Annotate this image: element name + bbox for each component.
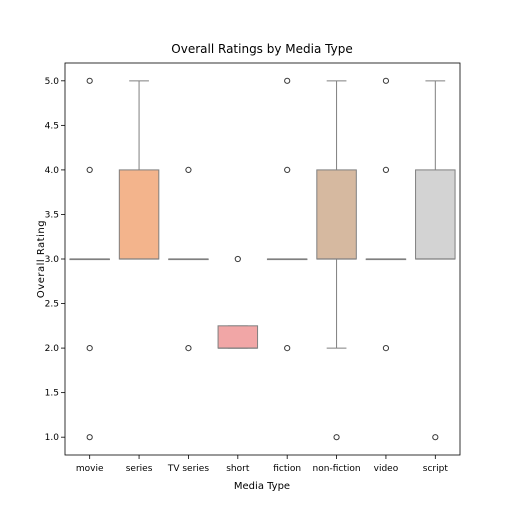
box-group-series [118, 80, 160, 260]
outlier-point [185, 344, 192, 352]
x-tick-label: series [126, 464, 153, 474]
outlier-point [382, 77, 390, 84]
box-group-movie [69, 77, 110, 441]
outlier-point [284, 77, 291, 84]
x-tick-label: non-fiction [313, 464, 361, 474]
outlier-point [284, 344, 291, 352]
x-tick-label: script [423, 464, 449, 474]
outlier-point [284, 166, 291, 174]
y-tick-label: 2.0 [45, 344, 60, 354]
box-group-short [217, 255, 259, 349]
box-group-video [365, 77, 407, 352]
outlier-point [185, 166, 192, 174]
outlier-point [432, 434, 439, 441]
y-tick-label: 3.5 [45, 210, 59, 220]
box-group-non-fiction [316, 80, 357, 441]
box-group-fiction [266, 77, 308, 352]
box [316, 169, 357, 260]
y-axis-label: Overall Rating [36, 220, 47, 298]
y-tick-label: 4.5 [45, 121, 59, 131]
x-axis-label: Media Type [234, 481, 290, 492]
y-tick-label: 1.0 [45, 433, 60, 443]
outlier-point [382, 344, 390, 352]
y-tick-label: 5.0 [45, 77, 60, 87]
x-tick-label: short [226, 464, 250, 474]
box-group-script [415, 80, 456, 441]
box [118, 169, 160, 260]
y-tick-label: 1.5 [45, 389, 59, 399]
outlier-point [382, 166, 390, 174]
box [415, 169, 456, 260]
outlier-point [86, 77, 93, 84]
x-tick-label: movie [76, 464, 104, 474]
outlier-point [86, 166, 93, 174]
outlier-point [234, 255, 241, 263]
outlier-point [86, 434, 93, 441]
chart-marks: 1.0 1.5 2.0 2.5 3.0 3.5 4.0 4.5 5.0 movie series TV… [45, 77, 456, 474]
y-tick-label: 2.5 [45, 300, 59, 310]
x-tick-label: TV series [167, 464, 209, 474]
y-tick-label: 4.0 [45, 166, 60, 176]
box [217, 325, 259, 349]
outlier-point [86, 344, 93, 352]
x-tick-label: fiction [273, 464, 301, 474]
y-tick-label: 3.0 [45, 255, 60, 265]
outlier-point [333, 434, 340, 441]
chart-title: Overall Ratings by Media Type [171, 42, 352, 56]
box-group-tv-series [168, 166, 209, 352]
x-tick-label: video [374, 464, 399, 474]
